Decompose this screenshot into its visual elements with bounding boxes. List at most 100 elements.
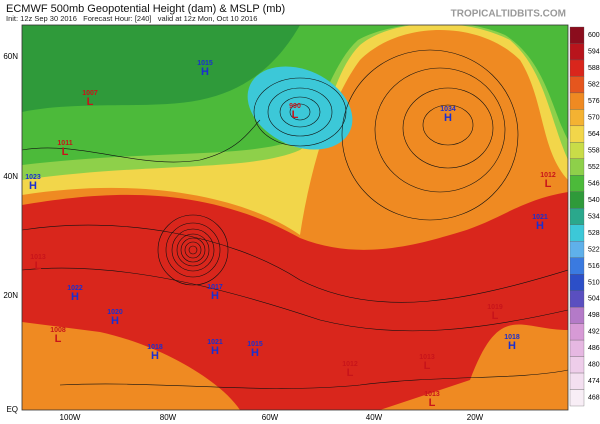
pressure-center: L xyxy=(492,310,499,322)
lat-label: 40N xyxy=(3,172,18,181)
pressure-center: H xyxy=(211,345,219,357)
pressure-value: 1015 xyxy=(247,341,263,348)
colorbar-swatch xyxy=(569,241,585,258)
pressure-center: H xyxy=(29,180,37,192)
pressure-center: L xyxy=(347,367,354,379)
lat-label: EQ xyxy=(6,405,18,414)
colorbar-label: 582 xyxy=(588,82,600,89)
pressure-center: L xyxy=(424,360,431,372)
lon-label: 20W xyxy=(467,413,484,422)
colorbar-swatch xyxy=(569,76,585,94)
pressure-center: L xyxy=(55,333,62,345)
colorbar-swatch xyxy=(569,158,585,176)
colorbar-swatch xyxy=(569,175,585,192)
pressure-center: H xyxy=(71,291,79,303)
pressure-center: L xyxy=(62,146,69,158)
colorbar-label: 594 xyxy=(588,49,600,56)
map-area xyxy=(22,25,568,410)
pressure-value: 1022 xyxy=(67,285,83,292)
colorbar-label: 504 xyxy=(588,296,600,303)
pressure-value: 1013 xyxy=(424,391,440,398)
colorbar-swatch xyxy=(569,372,585,390)
colorbar-label: 498 xyxy=(588,312,600,319)
colorbar-label: 486 xyxy=(588,345,600,352)
colorbar-swatch xyxy=(569,323,585,341)
pressure-center: L xyxy=(35,260,42,272)
pressure-center: L xyxy=(545,178,552,190)
colorbar-label: 558 xyxy=(588,147,600,154)
colorbar-swatch xyxy=(569,306,585,324)
pressure-center: H xyxy=(151,350,159,362)
colorbar-swatch xyxy=(569,257,585,275)
pressure-value: 1019 xyxy=(487,304,503,311)
lat-label: 60N xyxy=(3,52,18,61)
pressure-value: 1021 xyxy=(532,214,548,221)
colorbar-label: 570 xyxy=(588,114,600,121)
lat-label: 20N xyxy=(3,291,18,300)
colorbar-swatch xyxy=(569,191,585,209)
pressure-center: H xyxy=(111,315,119,327)
colorbar-swatch xyxy=(569,339,585,357)
colorbar-label: 564 xyxy=(588,131,600,138)
colorbar-label: 546 xyxy=(588,180,600,187)
pressure-value: 1018 xyxy=(147,344,163,351)
colorbar-swatch xyxy=(569,26,585,44)
colorbar-swatch xyxy=(569,274,585,291)
colorbar-swatch xyxy=(569,290,585,308)
colorbar-label: 522 xyxy=(588,246,600,253)
colorbar-swatch xyxy=(569,43,585,61)
pressure-value: 1013 xyxy=(30,254,46,261)
colorbar-label: 528 xyxy=(588,230,600,237)
lon-label: 80W xyxy=(160,413,177,422)
colorbar-label: 534 xyxy=(588,213,600,220)
subtitle: Init: 12z Sep 30 2016 Forecast Hour: [24… xyxy=(6,14,257,23)
colorbar-label: 576 xyxy=(588,98,600,105)
colorbar-label: 492 xyxy=(588,329,600,336)
pressure-center: H xyxy=(444,112,452,124)
colorbar-label: 588 xyxy=(588,65,600,72)
pressure-value: 1023 xyxy=(25,174,41,181)
credit: TROPICALTIDBITS.COM xyxy=(451,9,566,20)
lon-label: 100W xyxy=(60,413,81,422)
colorbar-label: 510 xyxy=(588,279,600,286)
pressure-value: 1007 xyxy=(82,90,98,97)
pressure-value: 1012 xyxy=(342,361,358,368)
pressure-value: 1018 xyxy=(504,334,520,341)
title: ECMWF 500mb Geopotential Height (dam) & … xyxy=(6,3,285,15)
pressure-value: 1020 xyxy=(107,309,123,316)
colorbar-swatch xyxy=(569,224,585,242)
colorbar-label: 600 xyxy=(588,32,600,39)
pressure-value: 990 xyxy=(289,103,301,110)
pressure-value: 1017 xyxy=(207,284,223,291)
colorbar-swatch xyxy=(569,208,585,225)
colorbar-label: 552 xyxy=(588,164,600,171)
colorbar-swatch xyxy=(569,92,585,110)
colorbar-swatch xyxy=(569,109,585,127)
pressure-value: 1012 xyxy=(540,172,556,179)
colorbar-label: 468 xyxy=(588,395,600,402)
colorbar-swatch xyxy=(569,142,585,159)
pressure-value: 1034 xyxy=(440,106,456,113)
colorbar-swatch xyxy=(569,125,585,143)
colorbar-label: 474 xyxy=(588,378,600,385)
pressure-value: 1013 xyxy=(419,354,435,361)
pressure-center: H xyxy=(251,347,259,359)
pressure-center: L xyxy=(292,109,299,121)
colorbar-swatch xyxy=(569,389,585,407)
pressure-value: 1008 xyxy=(50,327,66,334)
pressure-center: H xyxy=(211,290,219,302)
pressure-center: L xyxy=(429,397,436,409)
colorbar-swatch xyxy=(569,356,585,374)
pressure-center: H xyxy=(201,66,209,78)
pressure-center: H xyxy=(536,220,544,232)
lon-label: 40W xyxy=(366,413,383,422)
pressure-value: 1015 xyxy=(197,60,213,67)
colorbar-label: 540 xyxy=(588,197,600,204)
lon-label: 60W xyxy=(262,413,279,422)
colorbar-label: 480 xyxy=(588,362,600,369)
pressure-center: H xyxy=(508,340,516,352)
colorbar-swatch xyxy=(569,59,585,77)
pressure-value: 1021 xyxy=(207,339,223,346)
colorbar-label: 516 xyxy=(588,263,600,270)
